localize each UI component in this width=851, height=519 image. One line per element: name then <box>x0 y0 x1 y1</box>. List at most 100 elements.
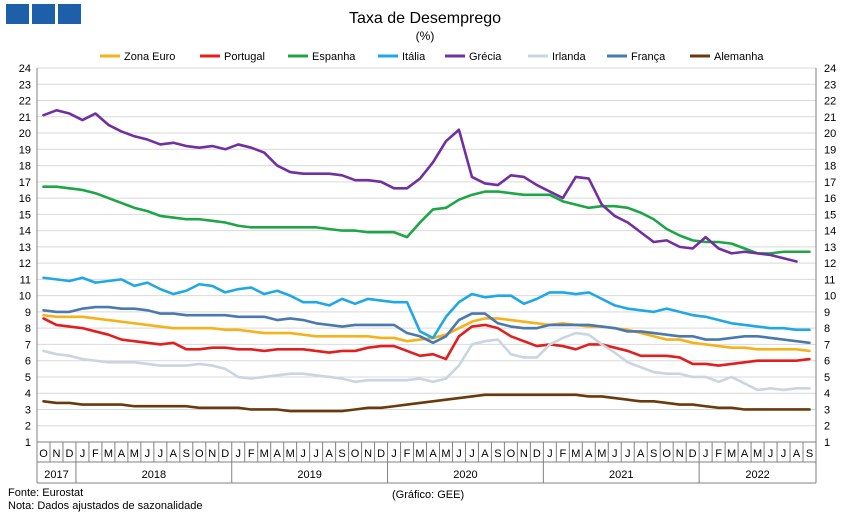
series-line-irlanda <box>42 331 811 392</box>
grid <box>36 67 817 443</box>
series-line-alemanha <box>42 393 811 413</box>
y-tick-label-right: 18 <box>824 161 836 173</box>
month-label: A <box>741 448 749 460</box>
series-line-zona-euro <box>42 313 811 353</box>
series-line-grécia <box>42 108 798 263</box>
y-tick-label-left: 15 <box>19 209 31 221</box>
legend-label: Portugal <box>224 51 265 63</box>
month-label: A <box>637 448 645 460</box>
legend-label: Alemanha <box>714 51 764 63</box>
source-text: Fonte: Eurostat <box>8 487 84 499</box>
y-tick-label-left: 14 <box>19 226 31 238</box>
credit-text: (Gráfico: GEE) <box>392 489 465 501</box>
month-label: M <box>597 448 606 460</box>
y-tick-label-left: 20 <box>19 128 31 140</box>
month-label: J <box>158 448 164 460</box>
month-label: O <box>507 448 516 460</box>
legend-label: Itália <box>402 51 426 63</box>
month-label: N <box>676 448 684 460</box>
month-label: N <box>364 448 372 460</box>
y-tick-label-left: 21 <box>19 112 31 124</box>
month-label: F <box>92 448 99 460</box>
month-label: A <box>429 448 437 460</box>
legend-label: Zona Euro <box>124 51 175 63</box>
month-label: O <box>39 448 48 460</box>
month-label: A <box>170 448 178 460</box>
month-label: J <box>612 448 618 460</box>
month-label: F <box>559 448 566 460</box>
y-tick-label-right: 14 <box>824 226 836 238</box>
y-tick-label-left: 22 <box>19 96 31 108</box>
month-label: M <box>415 448 424 460</box>
y-tick-label-right: 20 <box>824 128 836 140</box>
y-tick-label-right: 19 <box>824 144 836 156</box>
y-tick-label-right: 9 <box>824 307 830 319</box>
month-label: J <box>313 448 319 460</box>
y-tick-label-left: 16 <box>19 193 31 205</box>
y-tick-label-right: 2 <box>824 421 830 433</box>
y-tick-label-right: 21 <box>824 112 836 124</box>
y-tick-label-left: 7 <box>25 339 31 351</box>
month-label: A <box>325 448 333 460</box>
series-lines <box>42 108 811 413</box>
y-tick-label-right: 10 <box>824 291 836 303</box>
month-label: F <box>248 448 255 460</box>
year-label: 2021 <box>609 469 633 481</box>
month-label: O <box>351 448 360 460</box>
y-tick-label-left: 17 <box>19 177 31 189</box>
y-tick-label-right: 13 <box>824 242 836 254</box>
month-label: M <box>727 448 736 460</box>
month-label: S <box>494 448 501 460</box>
month-label: A <box>481 448 489 460</box>
y-tick-label-right: 8 <box>824 323 830 335</box>
y-tick-label-right: 11 <box>824 274 835 286</box>
logo-square <box>32 4 55 24</box>
month-label: M <box>130 448 139 460</box>
month-label: M <box>571 448 580 460</box>
y-tick-label-left: 10 <box>19 291 31 303</box>
y-tick-label-left: 23 <box>19 79 31 91</box>
y-tick-label-right: 4 <box>824 388 830 400</box>
y-tick-label-left: 13 <box>19 242 31 254</box>
y-tick-label-left: 18 <box>19 161 31 173</box>
month-label: O <box>195 448 204 460</box>
y-tick-label-left: 12 <box>19 258 31 270</box>
y-tick-label-left: 2 <box>25 421 31 433</box>
y-tick-label-right: 5 <box>824 372 830 384</box>
note-text: Nota: Dados ajustados de sazonalidade <box>8 500 203 512</box>
series-line-portugal <box>42 317 811 367</box>
month-label: J <box>235 448 241 460</box>
y-tick-label-right: 22 <box>824 96 836 108</box>
month-label: D <box>65 448 73 460</box>
y-tick-label-right: 6 <box>824 356 830 368</box>
y-tick-label-left: 8 <box>25 323 31 335</box>
y-tick-label-left: 19 <box>19 144 31 156</box>
month-label: S <box>183 448 190 460</box>
month-label: S <box>650 448 657 460</box>
y-tick-label-left: 11 <box>20 274 31 286</box>
series-line-espanha <box>42 185 811 255</box>
month-label: M <box>441 448 450 460</box>
month-label: D <box>533 448 541 460</box>
month-label: J <box>469 448 475 460</box>
y-tick-label-left: 4 <box>25 388 31 400</box>
month-label: J <box>768 448 774 460</box>
series-line-frança <box>42 305 811 345</box>
legend: Zona Euro Portugal Espanha Itália Grécia Irla… <box>100 51 764 63</box>
logo-square <box>6 4 29 24</box>
month-label: M <box>286 448 295 460</box>
y-tick-label-right: 7 <box>824 339 830 351</box>
chart-subtitle: (%) <box>416 29 435 43</box>
y-tick-label-right: 3 <box>824 404 830 416</box>
legend-label: Espanha <box>312 51 356 63</box>
month-label: J <box>703 448 709 460</box>
month-label: A <box>118 448 126 460</box>
y-tick-label-right: 16 <box>824 193 836 205</box>
y-tick-label-left: 3 <box>25 404 31 416</box>
legend-label: França <box>631 51 666 63</box>
y-tick-label-left: 5 <box>25 372 31 384</box>
year-label: 2019 <box>297 469 321 481</box>
